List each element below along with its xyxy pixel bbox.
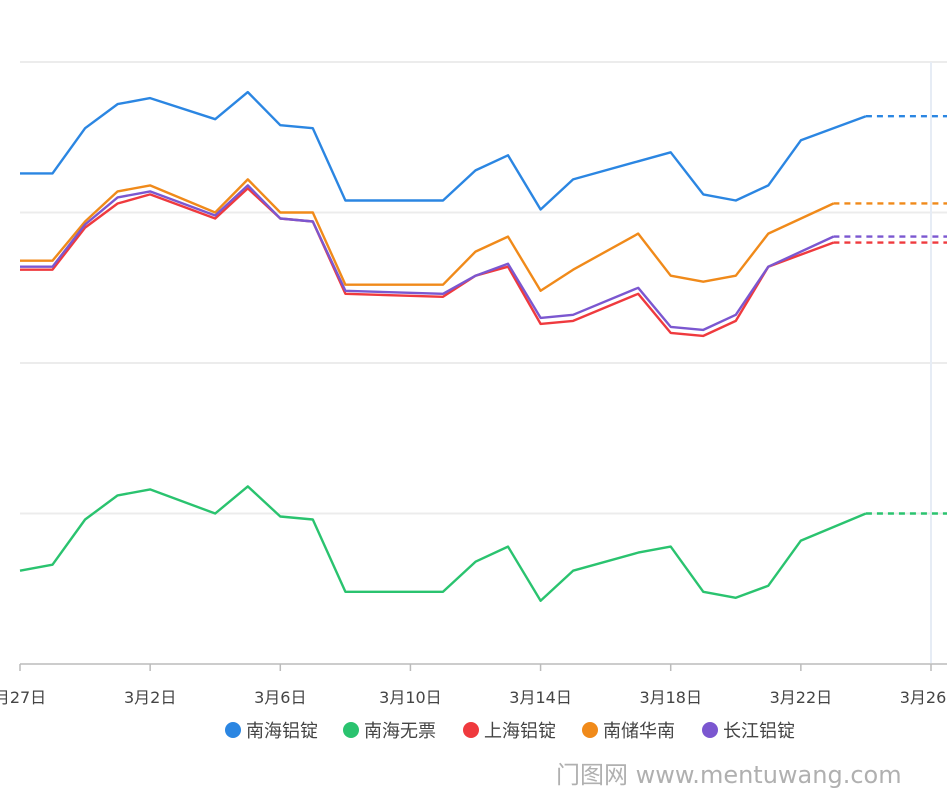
series-line (20, 178, 834, 292)
watermark-text: 门图网 www.mentuwang.com (556, 761, 902, 789)
legend-label: 长江铝锭 (723, 721, 795, 742)
legend-marker (702, 722, 718, 738)
series-line (20, 90, 867, 211)
x-tick-label: 月27日 (0, 688, 46, 707)
x-tick-label: 3月2日 (124, 688, 176, 707)
x-tick-label: 3月10日 (379, 688, 442, 707)
legend-marker (225, 722, 241, 738)
x-tick-label: 3月18日 (639, 688, 702, 707)
legend-label: 南海铝锭 (246, 721, 318, 742)
x-axis: 月27日 3月2日 3月6日 3月10日 3月14日 3月18日 3月22日 3月26日 (0, 663, 947, 707)
series-line (19, 485, 867, 602)
legend-marker (582, 722, 598, 738)
x-tick-label: 3月6日 (254, 688, 306, 707)
legend: 南海铝锭 南海无票 上海铝锭 南储华南 长江铝锭 (225, 721, 795, 742)
series-line (20, 187, 834, 338)
legend-marker (343, 722, 359, 738)
legend-label: 上海铝锭 (484, 721, 556, 742)
x-tick-label: 3月22日 (770, 688, 833, 707)
x-tick-label: 3月14日 (509, 688, 572, 707)
legend-label: 南海无票 (364, 721, 436, 742)
legend-marker (463, 722, 479, 738)
series-lines (19, 90, 947, 602)
legend-label: 南储华南 (603, 721, 675, 742)
series-line (20, 184, 834, 332)
x-tick-label: 3月26日 (900, 688, 947, 707)
grid-lines (20, 61, 947, 665)
